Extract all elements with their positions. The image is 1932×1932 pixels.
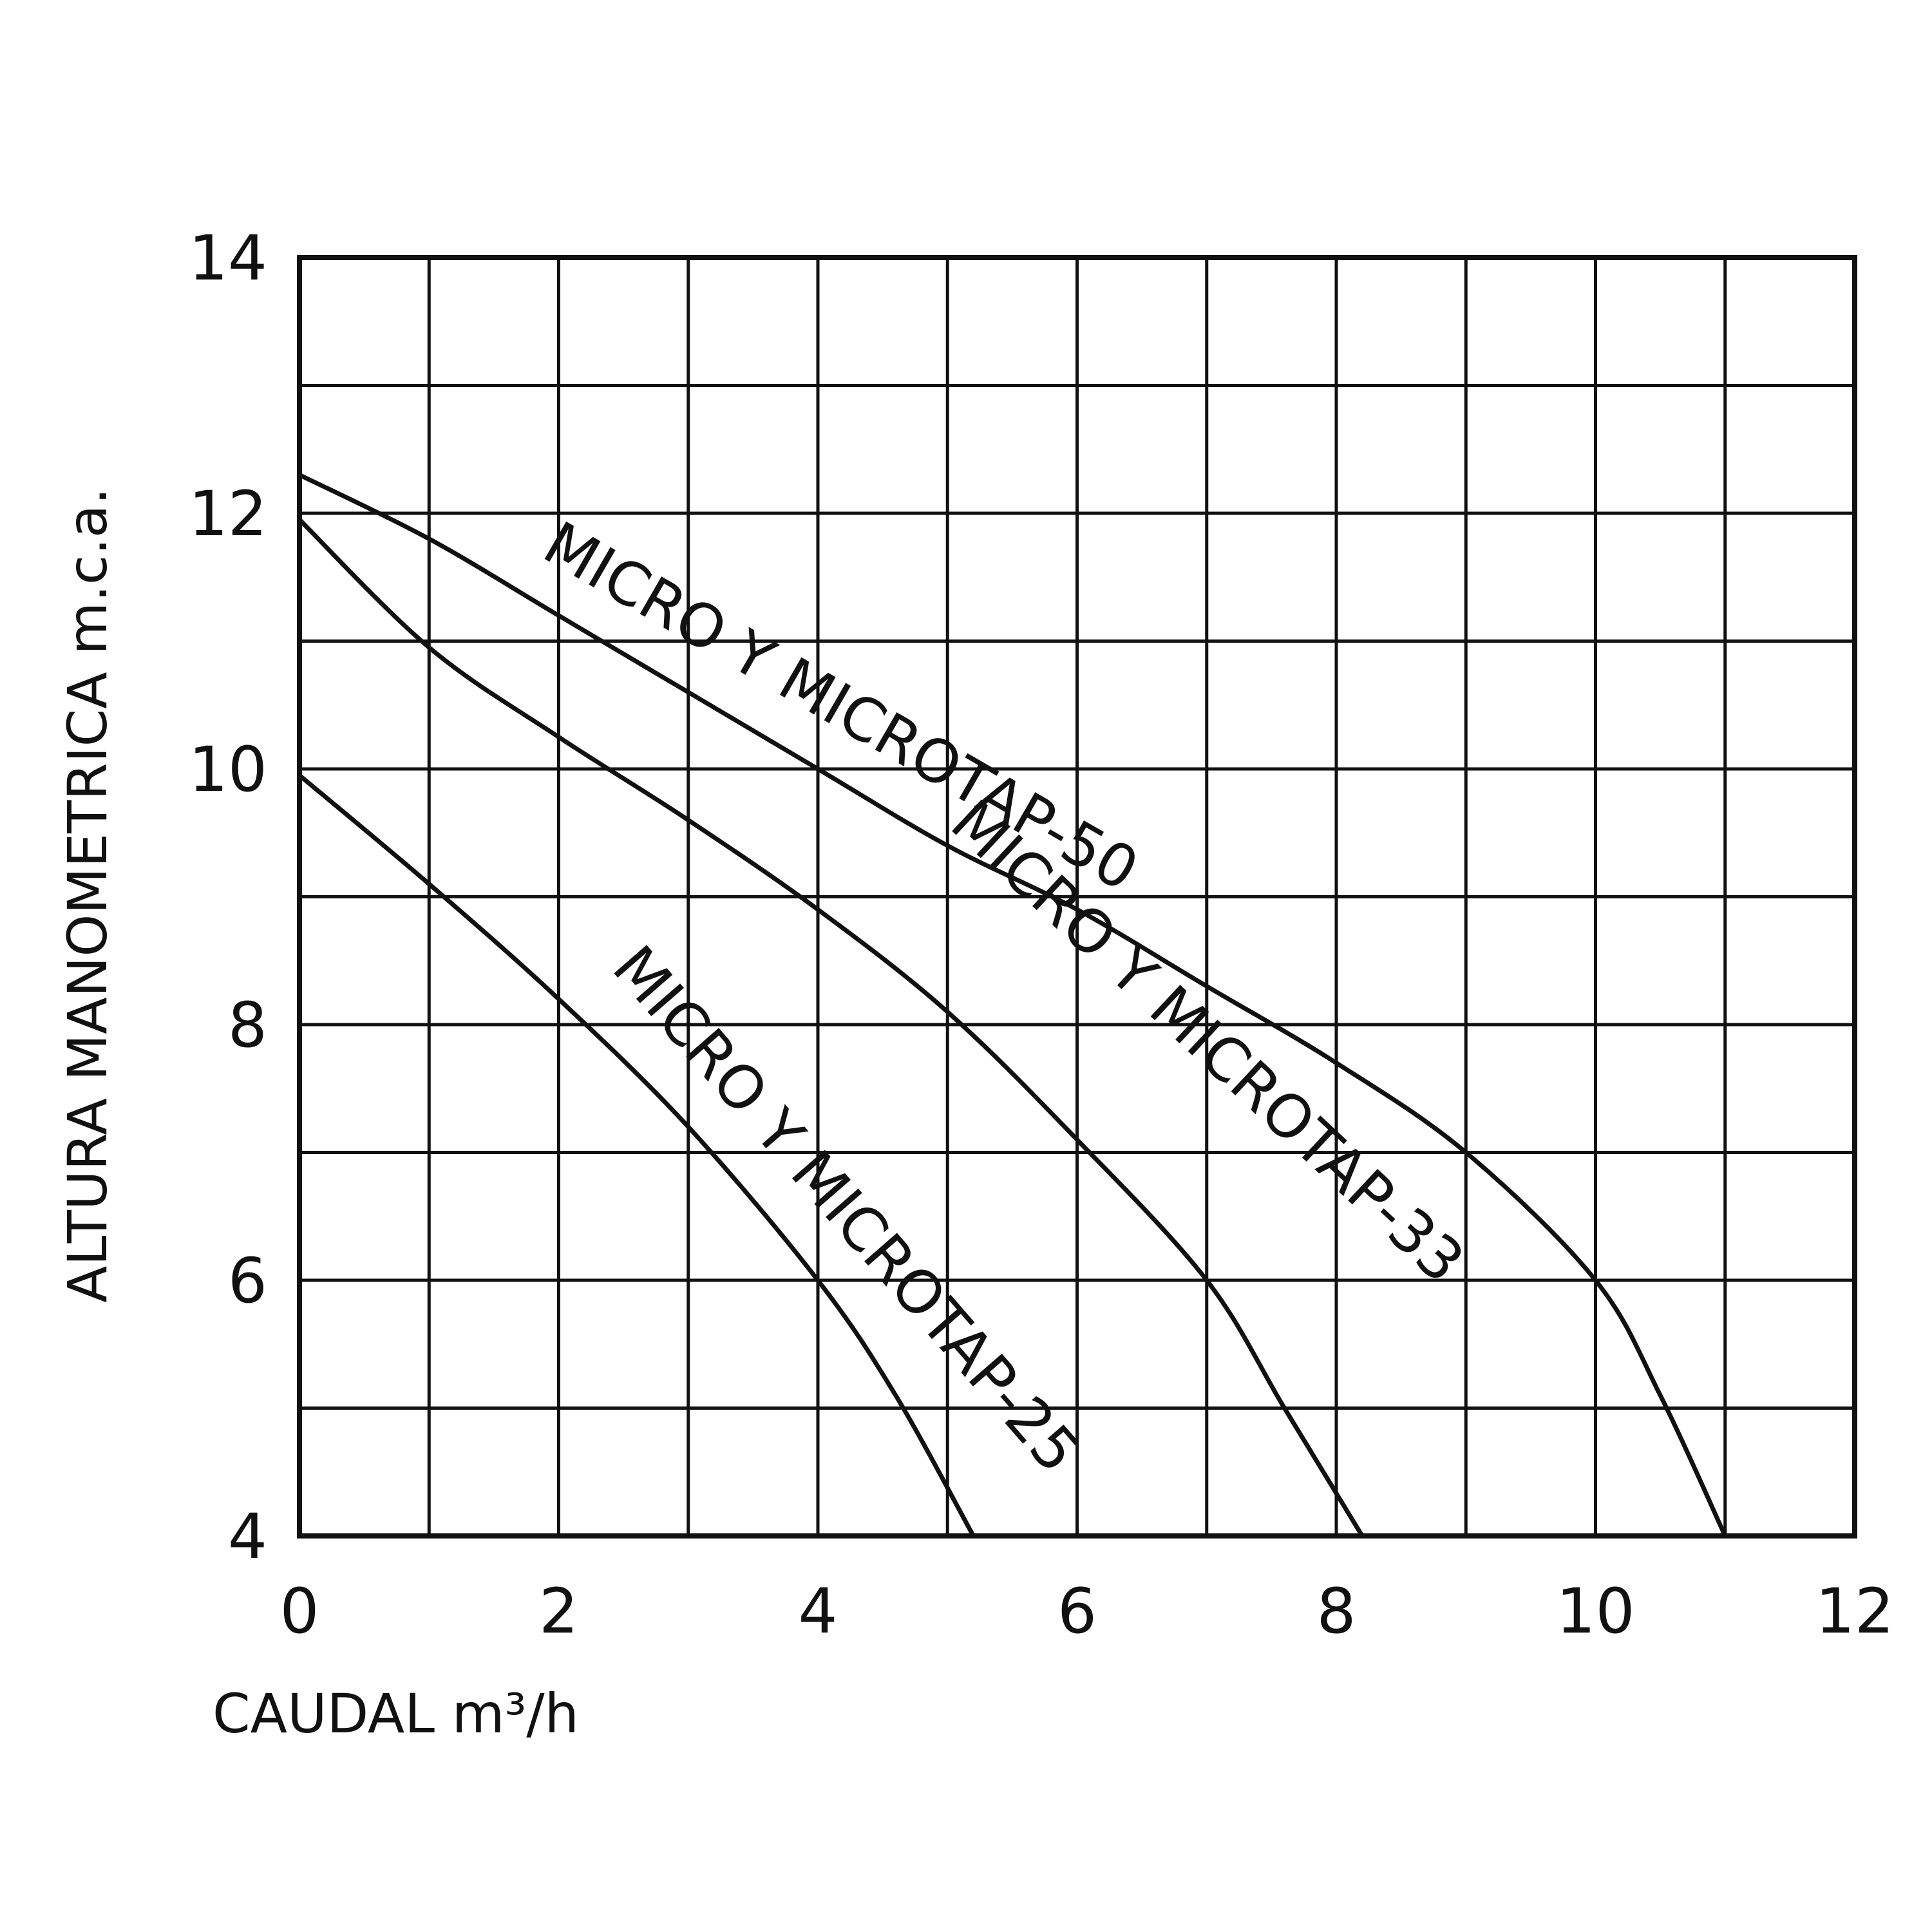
series-line-2 <box>297 517 1365 1539</box>
y-tick-label: 6 <box>228 1245 267 1317</box>
y-tick-label: 14 <box>189 222 267 294</box>
x-tick-label: 0 <box>279 1575 319 1647</box>
x-tick-label: 12 <box>1815 1575 1894 1647</box>
y-tick-label: 10 <box>189 734 267 806</box>
y-tick-label: 8 <box>228 989 267 1061</box>
x-tick-label: 6 <box>1057 1575 1097 1647</box>
y-tick-label: 4 <box>228 1501 267 1573</box>
y-tick-label: 12 <box>189 478 267 550</box>
x-tick-label: 10 <box>1556 1575 1634 1647</box>
plot-frame <box>297 255 1857 1539</box>
series-label-1: MICRO Y MICROTAP-50 <box>533 509 1150 905</box>
x-tick-label: 2 <box>539 1575 578 1647</box>
x-tick-label: 8 <box>1316 1575 1356 1647</box>
series-label-3: MICRO Y MICROTAP-25 <box>600 933 1093 1486</box>
x-axis-title: CAUDAL m³/h <box>213 1682 579 1745</box>
curves <box>297 472 1728 1539</box>
series-line-3 <box>297 773 976 1539</box>
x-tick-label: 4 <box>798 1575 837 1647</box>
x-tick-labels: 0 2 4 6 8 10 12 <box>279 1575 1894 1647</box>
y-axis-title: ALTURA MANOMETRICA m.c.a. <box>56 488 119 1303</box>
y-tick-labels: 4 6 8 10 12 14 <box>189 222 267 1573</box>
series-line-1 <box>297 472 1728 1539</box>
